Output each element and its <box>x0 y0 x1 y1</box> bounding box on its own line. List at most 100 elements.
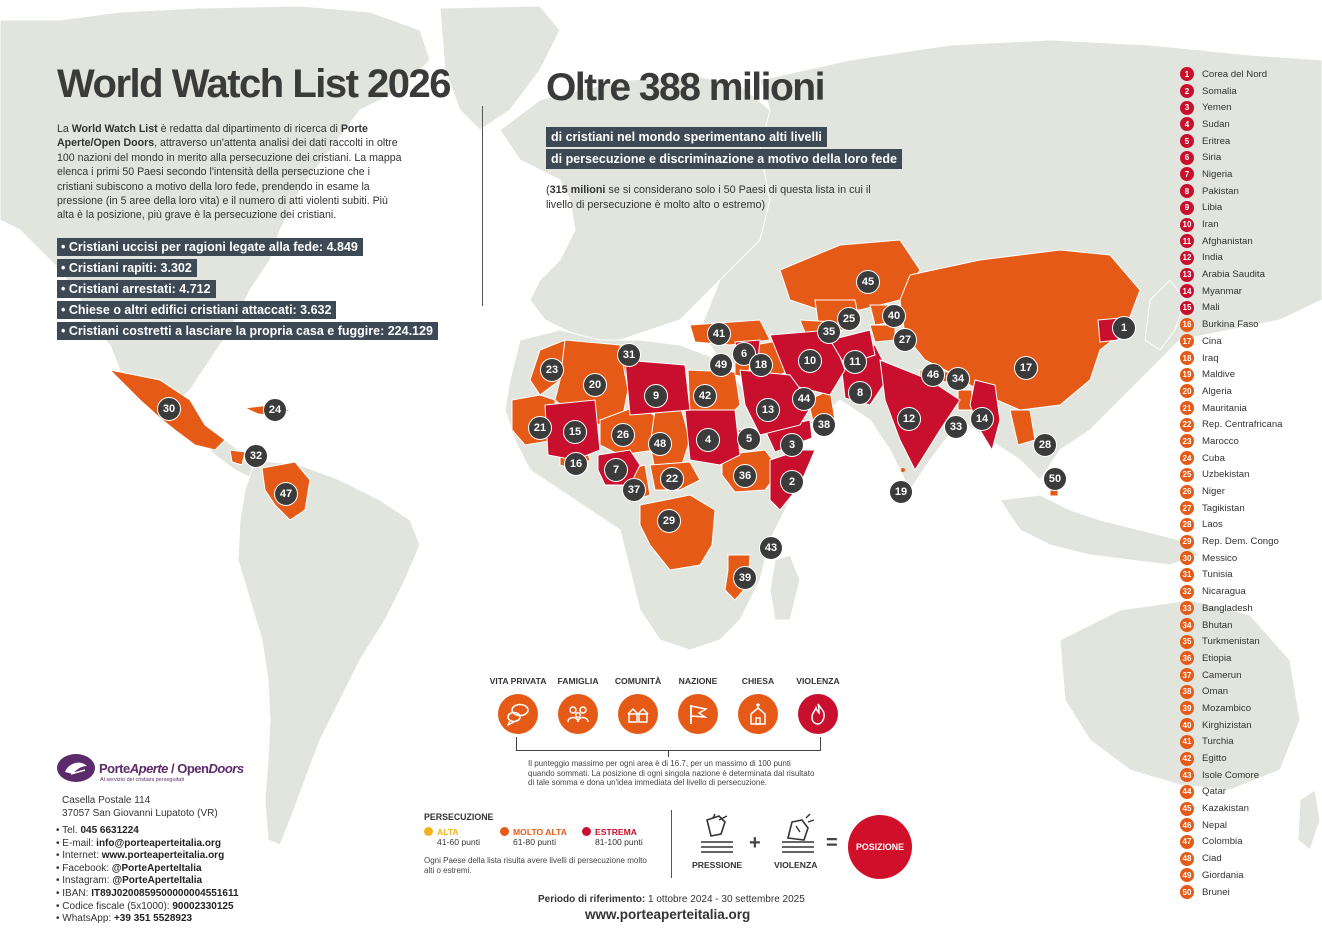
map-pin-27: 27 <box>893 328 917 352</box>
map-pin-40: 40 <box>882 304 906 328</box>
rank-country-name: Siria <box>1202 152 1222 164</box>
open-doors-logo-icon <box>57 754 95 782</box>
map-pin-36: 36 <box>733 464 757 488</box>
speech-bubbles-icon <box>498 694 538 734</box>
headline-note: (315 milioni se si considerano solo i 50… <box>546 184 871 211</box>
ranking-item: 4 Sudan <box>1180 116 1283 133</box>
rank-badge: 42 <box>1180 751 1194 766</box>
org-logo: PorteAperte / OpenDoors <box>57 754 244 782</box>
plus-sign: + <box>749 832 761 854</box>
legend-level-extreme: ESTREMA 81-100 punti <box>582 827 643 848</box>
map-pin-38: 38 <box>812 413 836 437</box>
ranking-item: 2 Somalia <box>1180 83 1283 100</box>
ranking-item: 5 Eritrea <box>1180 133 1283 150</box>
map-pin-45: 45 <box>856 270 880 294</box>
map-pin-2: 2 <box>780 470 804 494</box>
rank-country-name: Messico <box>1202 552 1238 564</box>
map-pin-12: 12 <box>897 407 921 431</box>
area-label: VITA PRIVATA <box>489 676 547 686</box>
rank-badge: 14 <box>1180 284 1194 299</box>
stat-displaced: • Cristiani costretti a lasciare la prop… <box>57 322 438 340</box>
rank-country-name: Giordania <box>1202 869 1244 881</box>
map-pin-48: 48 <box>648 432 672 456</box>
map-pin-21: 21 <box>528 416 552 440</box>
rank-badge: 21 <box>1180 401 1194 416</box>
contact-item: • WhatsApp: +39 351 5528923 <box>56 913 193 925</box>
rank-country-name: Ciad <box>1202 853 1222 865</box>
headline-line-1: di cristiani nel mondo sperimentano alti… <box>546 127 827 147</box>
page-title: World Watch List 2026 <box>57 62 452 106</box>
logo-open: / Open <box>167 760 209 776</box>
ranking-item: 13 Arabia Saudita <box>1180 266 1283 283</box>
rank-country-name: Afghanistan <box>1202 235 1253 247</box>
rank-badge: 24 <box>1180 451 1194 466</box>
map-pin-32: 32 <box>244 444 268 468</box>
rank-badge: 37 <box>1180 668 1194 683</box>
area-speech-bubbles: VITA PRIVATA <box>488 676 548 734</box>
map-pin-33: 33 <box>944 415 968 439</box>
areas-bracket <box>516 737 821 751</box>
ranking-item: 3 Yemen <box>1180 99 1283 116</box>
ranking-item: 8 Pakistan <box>1180 183 1283 200</box>
map-pin-35: 35 <box>817 320 841 344</box>
legend-note: Ogni Paese della lista risulta avere liv… <box>424 856 647 875</box>
map-pin-25: 25 <box>837 307 861 331</box>
map-pin-13: 13 <box>756 398 780 422</box>
rank-badge: 1 <box>1180 67 1194 82</box>
rank-country-name: Algeria <box>1202 385 1232 397</box>
rank-badge: 20 <box>1180 384 1194 399</box>
website-link[interactable]: www.porteaperteitalia.org <box>585 907 751 922</box>
legend-dot <box>500 827 509 836</box>
rank-badge: 5 <box>1180 134 1194 149</box>
rank-badge: 28 <box>1180 517 1194 532</box>
flag-icon <box>678 694 718 734</box>
ranking-item: 49 Giordania <box>1180 867 1283 884</box>
rank-country-name: Camerun <box>1202 669 1242 681</box>
greenland-landmass <box>439 5 561 131</box>
rank-country-name: Colombia <box>1202 836 1243 848</box>
rank-country-name: Turchia <box>1202 736 1234 748</box>
ranking-item: 43 Isole Comore <box>1180 767 1283 784</box>
contact-list: • Tel. 045 6631224 • E-mail: info@porteap… <box>56 825 239 926</box>
new-zealand-landmass <box>1297 789 1321 851</box>
headline-line-2: di persecuzione e discriminazione a moti… <box>546 149 902 169</box>
rank-country-name: Isole Comore <box>1202 769 1260 781</box>
area-fire: VIOLENZA <box>788 676 848 734</box>
ranking-item: 26 Niger <box>1180 483 1283 500</box>
ranking-item: 40 Kirghizistan <box>1180 717 1283 734</box>
area-label: CHIESA <box>741 676 775 686</box>
rank-country-name: Oman <box>1202 686 1229 698</box>
legend-dot <box>582 827 591 836</box>
rank-country-name: Nicaragua <box>1202 586 1246 598</box>
rank-badge: 38 <box>1180 684 1194 699</box>
rank-badge: 49 <box>1180 868 1194 883</box>
rank-badge: 15 <box>1180 300 1194 315</box>
country-maldives <box>901 468 905 472</box>
rank-badge: 25 <box>1180 467 1194 482</box>
ranking-item: 46 Nepal <box>1180 817 1283 834</box>
pressure-icon <box>701 813 733 853</box>
rank-country-name: Iraq <box>1202 352 1219 364</box>
community-icon <box>618 694 658 734</box>
equals-sign: = <box>826 832 838 854</box>
rank-badge: 9 <box>1180 200 1194 215</box>
map-pin-39: 39 <box>733 566 757 590</box>
rank-country-name: Marocco <box>1202 435 1239 447</box>
rank-badge: 47 <box>1180 834 1194 849</box>
map-pin-3: 3 <box>780 433 804 457</box>
rank-country-name: Kazakistan <box>1202 803 1249 815</box>
ranking-item: 47 Colombia <box>1180 834 1283 851</box>
rank-country-name: Laos <box>1202 519 1223 531</box>
contact-item: • E-mail: info@porteaperteitalia.org <box>56 837 221 849</box>
ranking-item: 19 Maldive <box>1180 366 1283 383</box>
ranking-item: 38 Oman <box>1180 683 1283 700</box>
rank-badge: 48 <box>1180 851 1194 866</box>
ranking-item: 34 Bhutan <box>1180 617 1283 634</box>
ranking-item: 7 Nigeria <box>1180 166 1283 183</box>
logo-aperte: Aperte <box>129 760 169 776</box>
map-pin-9: 9 <box>644 384 668 408</box>
rank-badge: 26 <box>1180 484 1194 499</box>
rank-badge: 8 <box>1180 184 1194 199</box>
rank-badge: 46 <box>1180 818 1194 833</box>
area-family: FAMIGLIA <box>548 676 608 734</box>
